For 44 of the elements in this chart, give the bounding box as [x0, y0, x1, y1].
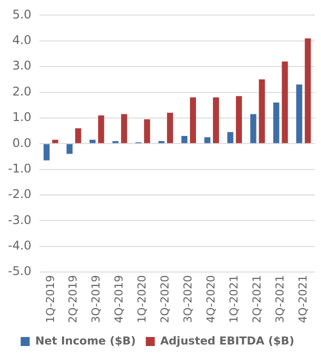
bar [98, 115, 104, 144]
x-tick-label: 2Q-2021 [250, 275, 264, 324]
bar [144, 119, 150, 144]
legend-label: Adjusted EBITDA ($B) [160, 334, 294, 348]
bar [204, 137, 210, 144]
y-tick-label: 4.0 [12, 33, 32, 48]
x-tick-label: 1Q-2020 [136, 275, 149, 324]
x-tick-label: 1Q-2021 [227, 275, 240, 324]
y-tick-label: -1.0 [8, 161, 32, 176]
bar [258, 79, 265, 144]
y-tick-label: 1.0 [12, 110, 32, 124]
bar [75, 128, 82, 144]
legend-label: Net Income ($B) [35, 334, 136, 348]
bar [181, 136, 188, 144]
y-tick-label: -4.0 [8, 238, 32, 253]
x-tick-label: 4Q-2020 [204, 275, 218, 324]
bar [167, 112, 174, 144]
x-tick-label: 4Q-2019 [112, 275, 126, 324]
x-tick-label: 3Q-2020 [182, 275, 195, 324]
y-tick-label: 5.0 [12, 7, 32, 22]
bar [304, 38, 311, 144]
bar [236, 96, 242, 144]
x-tick-label: 2Q-2020 [158, 275, 172, 324]
x-tick-label: 4Q-2021 [296, 275, 310, 324]
x-tick-label: 1Q-2019 [44, 275, 57, 324]
y-tick-label: 3.0 [12, 58, 32, 73]
x-tick-label: 3Q-2019 [90, 275, 103, 324]
bar [273, 102, 280, 144]
y-tick-label: -3.0 [8, 212, 32, 227]
bar [121, 114, 128, 144]
y-tick-label: -2.0 [8, 187, 32, 202]
bar [66, 144, 73, 154]
bar [250, 114, 256, 144]
bar [282, 61, 288, 144]
bar [190, 97, 196, 144]
bar [212, 97, 219, 144]
bar [296, 84, 302, 144]
x-tick-label: 2Q-2019 [66, 275, 80, 324]
bar [44, 144, 50, 160]
y-tick-label: -5.0 [8, 264, 32, 278]
y-tick-label: 0.0 [12, 136, 32, 150]
x-tick-label: 3Q-2021 [273, 275, 286, 324]
y-tick-label: 2.0 [12, 84, 32, 98]
bar [227, 132, 234, 144]
